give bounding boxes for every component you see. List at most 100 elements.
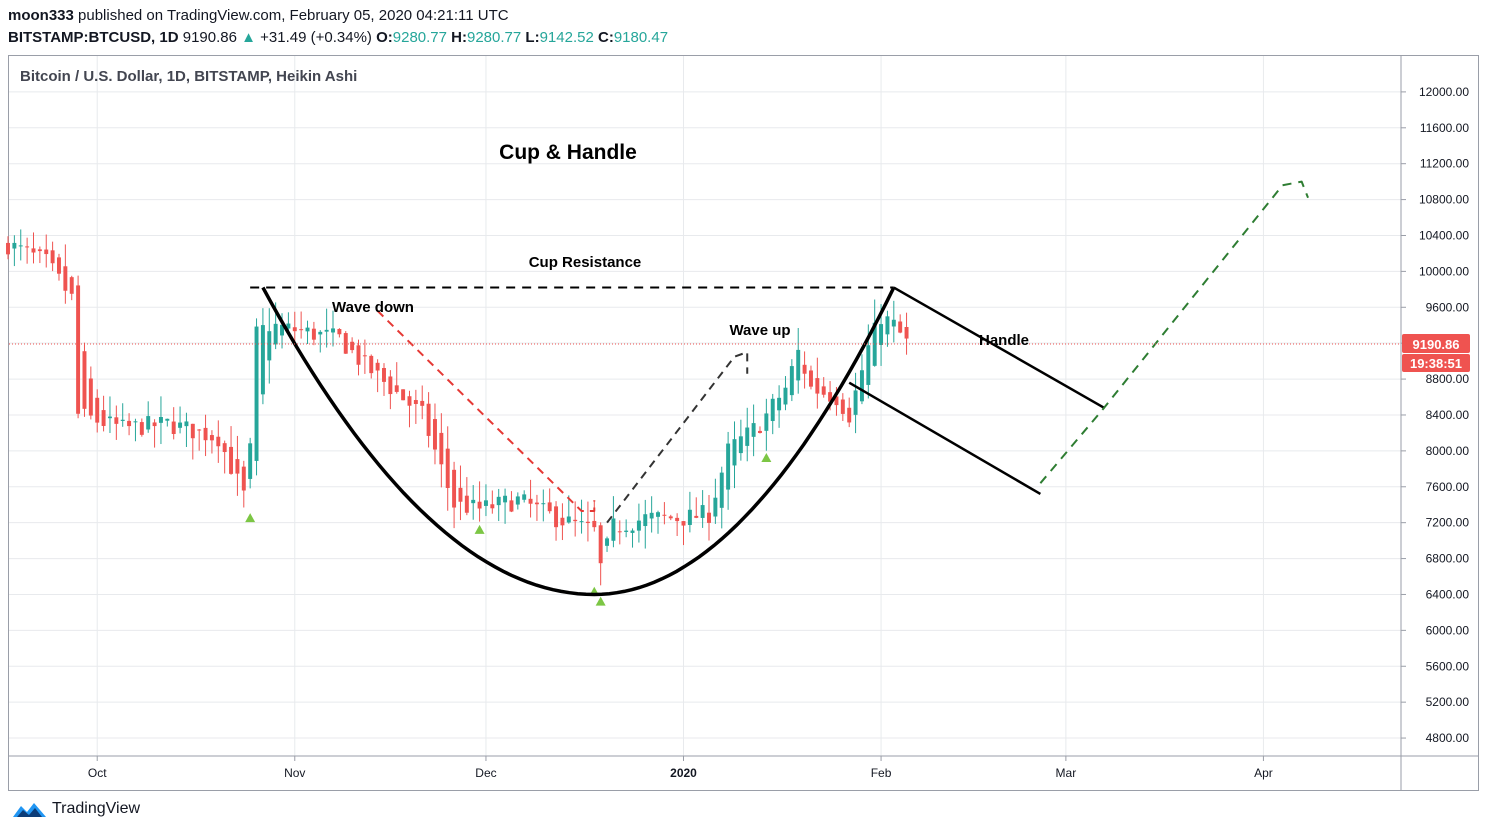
- candle-body: [375, 362, 380, 371]
- candle-body: [617, 531, 622, 533]
- candle-body: [37, 249, 42, 252]
- candle-body: [165, 418, 170, 421]
- price-axis[interactable]: 12000.00 11600.00 11200.00 10800.00 10400.00…: [1401, 85, 1469, 745]
- candle-body: [777, 397, 782, 411]
- candle-body: [44, 249, 49, 255]
- candle-body: [834, 396, 839, 406]
- time-axis[interactable]: Oct Nov Dec 2020 Feb Mar Apr: [88, 756, 1273, 780]
- candle-body: [31, 248, 36, 253]
- cup-resistance-label: Cup Resistance: [529, 254, 642, 271]
- candle-body: [464, 495, 469, 513]
- candle-body: [687, 509, 692, 525]
- candle-body: [69, 277, 74, 294]
- y-tick-label: 12000.00: [1419, 85, 1469, 99]
- candle-body: [789, 366, 794, 396]
- candle-body: [700, 505, 705, 518]
- candle-body: [324, 329, 329, 332]
- candle-body: [420, 400, 425, 406]
- candle-body: [382, 368, 386, 382]
- price-change: +31.49 (+0.34%): [260, 29, 372, 46]
- candle-body: [133, 421, 138, 423]
- candle-body: [369, 355, 374, 374]
- last-price-tag: 9190.86 19:38:51: [1402, 333, 1470, 372]
- open-label: O:: [376, 29, 393, 46]
- candle-body: [471, 499, 476, 504]
- x-tick-label: 2020: [670, 766, 697, 780]
- y-tick-label: 10400.00: [1419, 228, 1469, 242]
- y-tick-label: 5200.00: [1426, 695, 1470, 709]
- y-tick-label: 6800.00: [1426, 552, 1470, 566]
- y-tick-label: 10800.00: [1419, 193, 1469, 207]
- candle-body: [808, 370, 813, 387]
- candle-body: [76, 285, 81, 414]
- candle-body: [107, 416, 112, 419]
- candle-body: [197, 429, 202, 431]
- x-tick-label: Dec: [475, 766, 496, 780]
- candle-body: [286, 323, 291, 329]
- publish-info: moon333 published on TradingView.com, Fe…: [8, 7, 509, 24]
- y-tick-label: 4800.00: [1426, 731, 1470, 745]
- high-value: 9280.77: [467, 29, 522, 46]
- candle-body: [458, 487, 463, 502]
- candle-body: [120, 419, 125, 421]
- candle-body: [146, 416, 151, 430]
- candle-body: [18, 245, 23, 247]
- candle-body: [114, 417, 119, 424]
- candle-body: [216, 436, 221, 447]
- candle-body: [541, 503, 546, 505]
- candle-body: [318, 331, 323, 335]
- handle-lower-line[interactable]: [848, 381, 1042, 496]
- candle-body: [445, 448, 450, 488]
- candle-body: [815, 378, 820, 394]
- y-tick-label: 7600.00: [1426, 480, 1470, 494]
- candle-body: [668, 516, 673, 519]
- candle-body: [573, 519, 578, 522]
- tradingview-brand: TradingView: [52, 800, 141, 817]
- candle-body: [879, 324, 884, 345]
- candle-body: [758, 430, 762, 433]
- candle-body: [12, 242, 17, 249]
- wave-up-label: Wave up: [729, 322, 790, 339]
- handle-upper-line[interactable]: [893, 286, 1105, 409]
- candle-body: [401, 389, 406, 401]
- candle-body: [522, 494, 527, 500]
- y-tick-label: 11600.00: [1420, 121, 1469, 135]
- author-name[interactable]: moon333: [8, 7, 74, 24]
- candle-body: [248, 443, 253, 479]
- candle-body: [152, 422, 157, 427]
- candle-body: [95, 397, 100, 423]
- projection-line[interactable]: [1039, 180, 1309, 484]
- x-tick-label: Mar: [1056, 766, 1077, 780]
- candle-body: [681, 521, 686, 526]
- chart-frame: [8, 55, 1479, 791]
- candle-body: [311, 328, 316, 340]
- high-label: H:: [451, 29, 467, 46]
- y-tick-label: 9600.00: [1426, 300, 1470, 314]
- candle-body: [566, 516, 571, 523]
- signal-triangle-icon: [245, 513, 256, 523]
- candle-body: [280, 324, 285, 336]
- candle-body: [611, 518, 616, 541]
- candle-body: [534, 502, 539, 505]
- candle-body: [101, 410, 106, 426]
- candle-body: [350, 341, 355, 351]
- candle-body: [490, 504, 495, 509]
- candle-body: [904, 326, 909, 339]
- candle-body: [483, 500, 488, 506]
- cup-curve[interactable]: [261, 286, 896, 597]
- candle-body: [560, 517, 565, 526]
- wave-up-line[interactable]: [606, 351, 749, 524]
- candle-body: [585, 521, 590, 524]
- candle-body: [254, 326, 259, 461]
- y-tick-label: 5600.00: [1426, 659, 1470, 673]
- tradingview-logo[interactable]: TradingView: [12, 800, 140, 818]
- candle-body: [732, 439, 737, 466]
- candle-body: [707, 512, 711, 523]
- symbol-label: BITSTAMP:BTCUSD, 1D: [8, 29, 179, 46]
- wave-down-line[interactable]: [376, 310, 596, 512]
- candle-body: [63, 266, 68, 291]
- candle-body: [273, 323, 278, 345]
- last-price-tag-bg: [1402, 333, 1470, 353]
- candle-body: [407, 396, 412, 406]
